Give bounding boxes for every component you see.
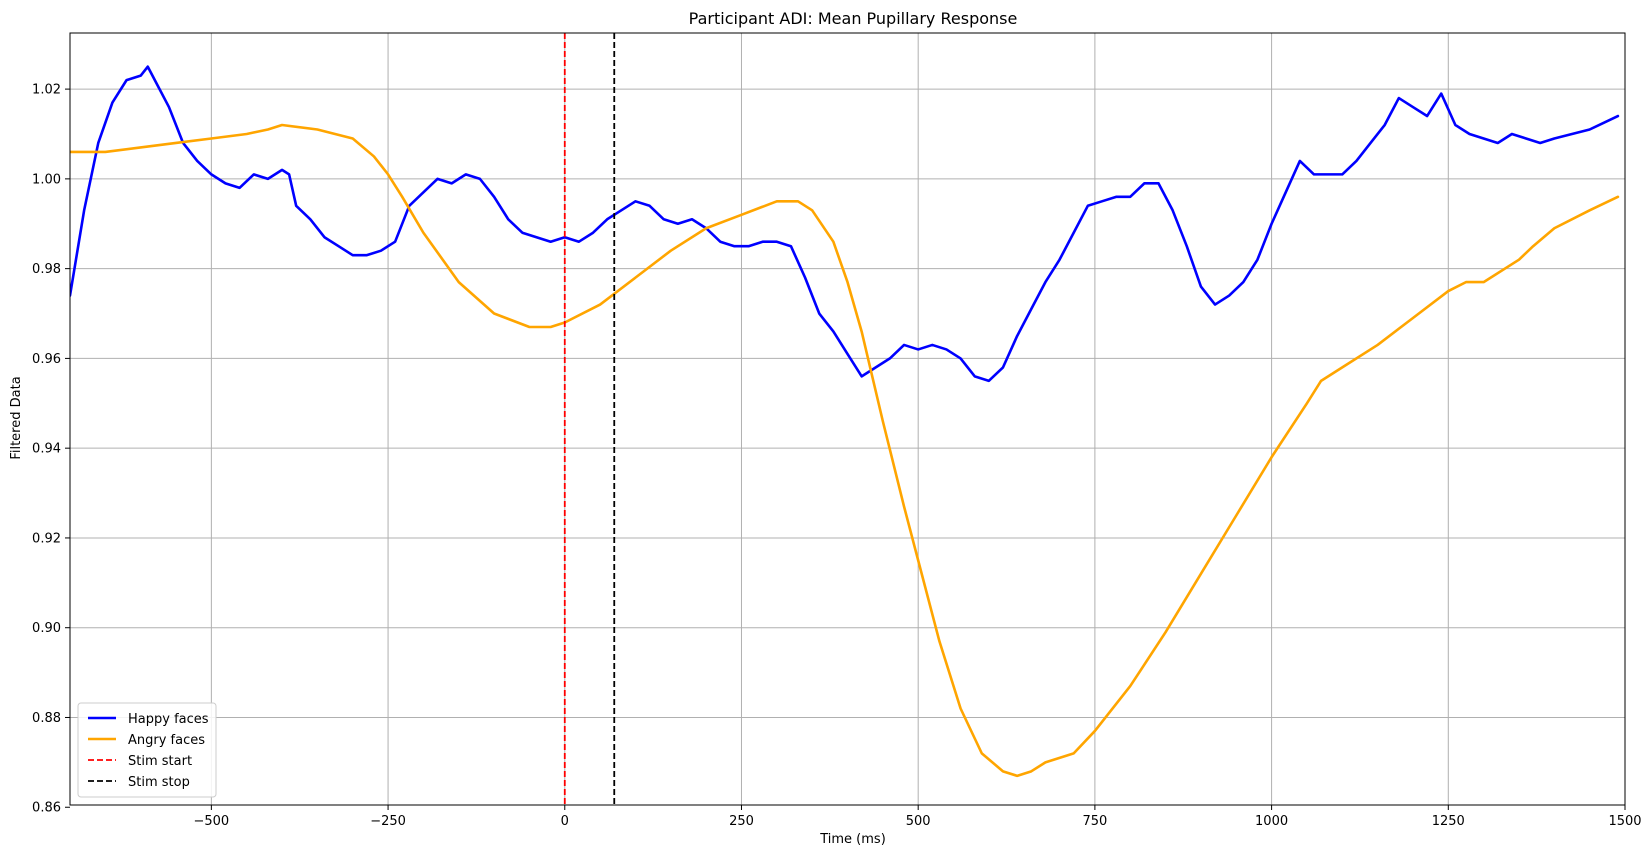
plot-background — [70, 33, 1625, 805]
legend-label: Angry faces — [128, 733, 205, 748]
y-tick-label: 0.90 — [32, 621, 61, 636]
x-tick-label: −500 — [194, 814, 230, 829]
y-tick-label: 0.98 — [32, 262, 61, 277]
legend-label: Stim stop — [128, 775, 190, 790]
y-tick-label: 0.88 — [32, 711, 61, 726]
y-tick-label: 0.86 — [32, 801, 61, 816]
x-axis-label: Time (ms) — [819, 832, 886, 847]
legend: Happy faces Angry faces Stim start Stim sto… — [77, 702, 217, 798]
x-tick-label: 750 — [1082, 814, 1107, 829]
axes-frame — [69, 32, 1626, 806]
legend-box — [77, 702, 217, 798]
x-tick-label: −250 — [370, 814, 406, 829]
legend-label: Happy faces — [128, 712, 209, 727]
y-tick-label: 0.94 — [32, 442, 61, 457]
series-line-angry-faces — [70, 123, 1620, 778]
x-tick-label: 1500 — [1608, 814, 1641, 829]
chart-title: Participant ADI: Mean Pupillary Response — [689, 9, 1018, 28]
y-tick-label: 0.92 — [32, 531, 61, 546]
plot-area: −500 −250 0 250 500 750 1000 1250 1500 0.86 0.88 0.… — [32, 32, 1642, 829]
y-tick-label: 1.00 — [32, 172, 61, 187]
series-line-happy-faces — [70, 65, 1620, 383]
x-tick-label: 500 — [906, 814, 931, 829]
x-tick-label: 0 — [561, 814, 569, 829]
y-axis-label: Filtered Data — [9, 376, 24, 459]
y-tick-label: 0.96 — [32, 352, 61, 367]
x-tick-label: 1250 — [1432, 814, 1465, 829]
x-tick-label: 1000 — [1255, 814, 1288, 829]
series-group — [70, 33, 1620, 805]
y-tick-label: 1.02 — [32, 83, 61, 98]
legend-label: Stim start — [128, 754, 192, 769]
x-tick-label: 250 — [729, 814, 754, 829]
